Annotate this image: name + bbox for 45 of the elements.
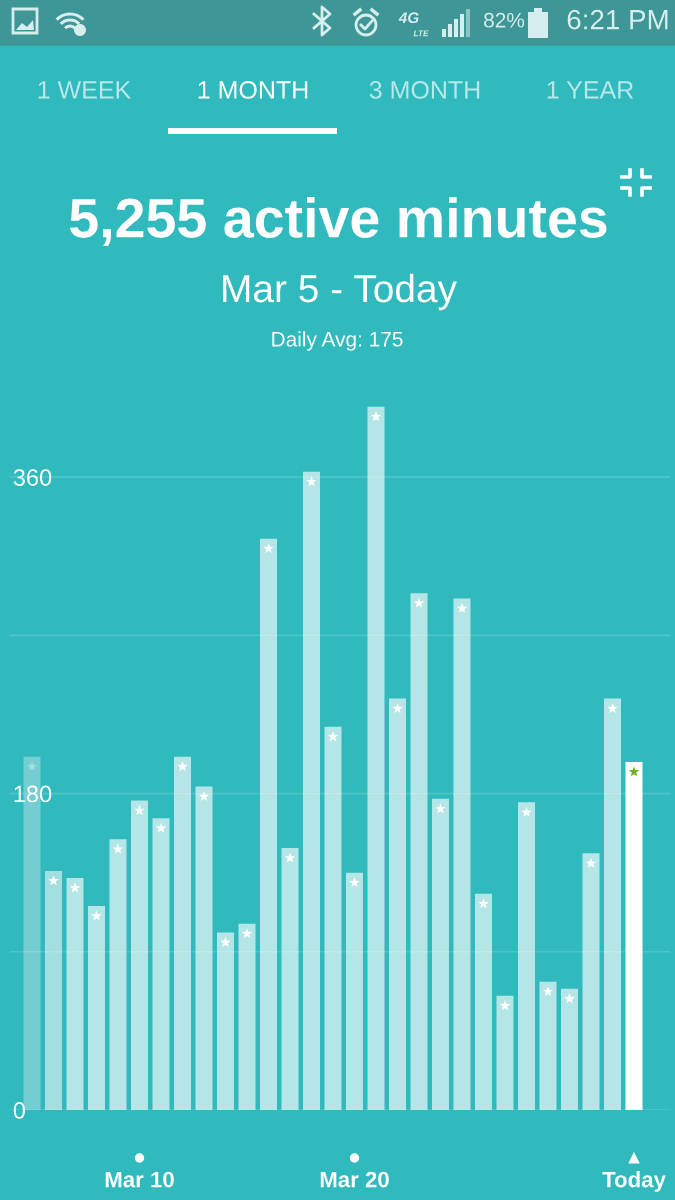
bar: [453, 598, 471, 1110]
bar: [45, 870, 62, 1110]
chart-subtitle: Mar 5 - Today: [223, 273, 457, 311]
bar: [561, 988, 578, 1110]
chart-title: 5,255 active minutes: [70, 197, 607, 246]
text: 6:21 PM: [567, 9, 668, 30]
x-tick-label: Mar 20: [320, 1171, 389, 1188]
bar: [389, 698, 406, 1110]
bar: [217, 932, 234, 1110]
text: 1 WEEK: [38, 81, 131, 99]
text: 1 MONTH: [198, 81, 308, 99]
bar: [582, 853, 600, 1110]
bar: [432, 798, 449, 1110]
bar: [324, 726, 342, 1110]
bar: [539, 981, 557, 1110]
text: 82%: [484, 12, 525, 28]
bar: [131, 800, 148, 1110]
bar: [496, 995, 514, 1110]
text: 3 MONTH: [369, 81, 480, 99]
bar: [260, 538, 277, 1110]
bar: [604, 698, 621, 1110]
y-tick-label: 0: [13, 1102, 25, 1119]
bar: [238, 923, 256, 1110]
bar: [66, 877, 84, 1110]
bar: [475, 893, 492, 1110]
bar: [367, 406, 385, 1110]
bar: [410, 593, 428, 1110]
text: LTE: [413, 30, 429, 37]
x-tick-label: Mar 10: [105, 1171, 174, 1188]
bar: [303, 471, 320, 1110]
text: Daily Avg: 175: [272, 331, 403, 351]
bar: [109, 839, 127, 1110]
bar: [281, 848, 299, 1110]
x-tick-label: Today: [602, 1171, 666, 1192]
bar: [346, 872, 363, 1110]
bar: [174, 756, 191, 1110]
bar: [625, 761, 643, 1110]
bar: [88, 906, 105, 1110]
bar: [518, 802, 535, 1110]
y-tick-label: 180: [14, 785, 52, 803]
y-tick-label: 360: [13, 469, 52, 486]
bar: [195, 786, 213, 1110]
bar: [152, 818, 170, 1110]
text: 1 YEAR: [547, 81, 634, 99]
text: 4G: [398, 12, 419, 24]
